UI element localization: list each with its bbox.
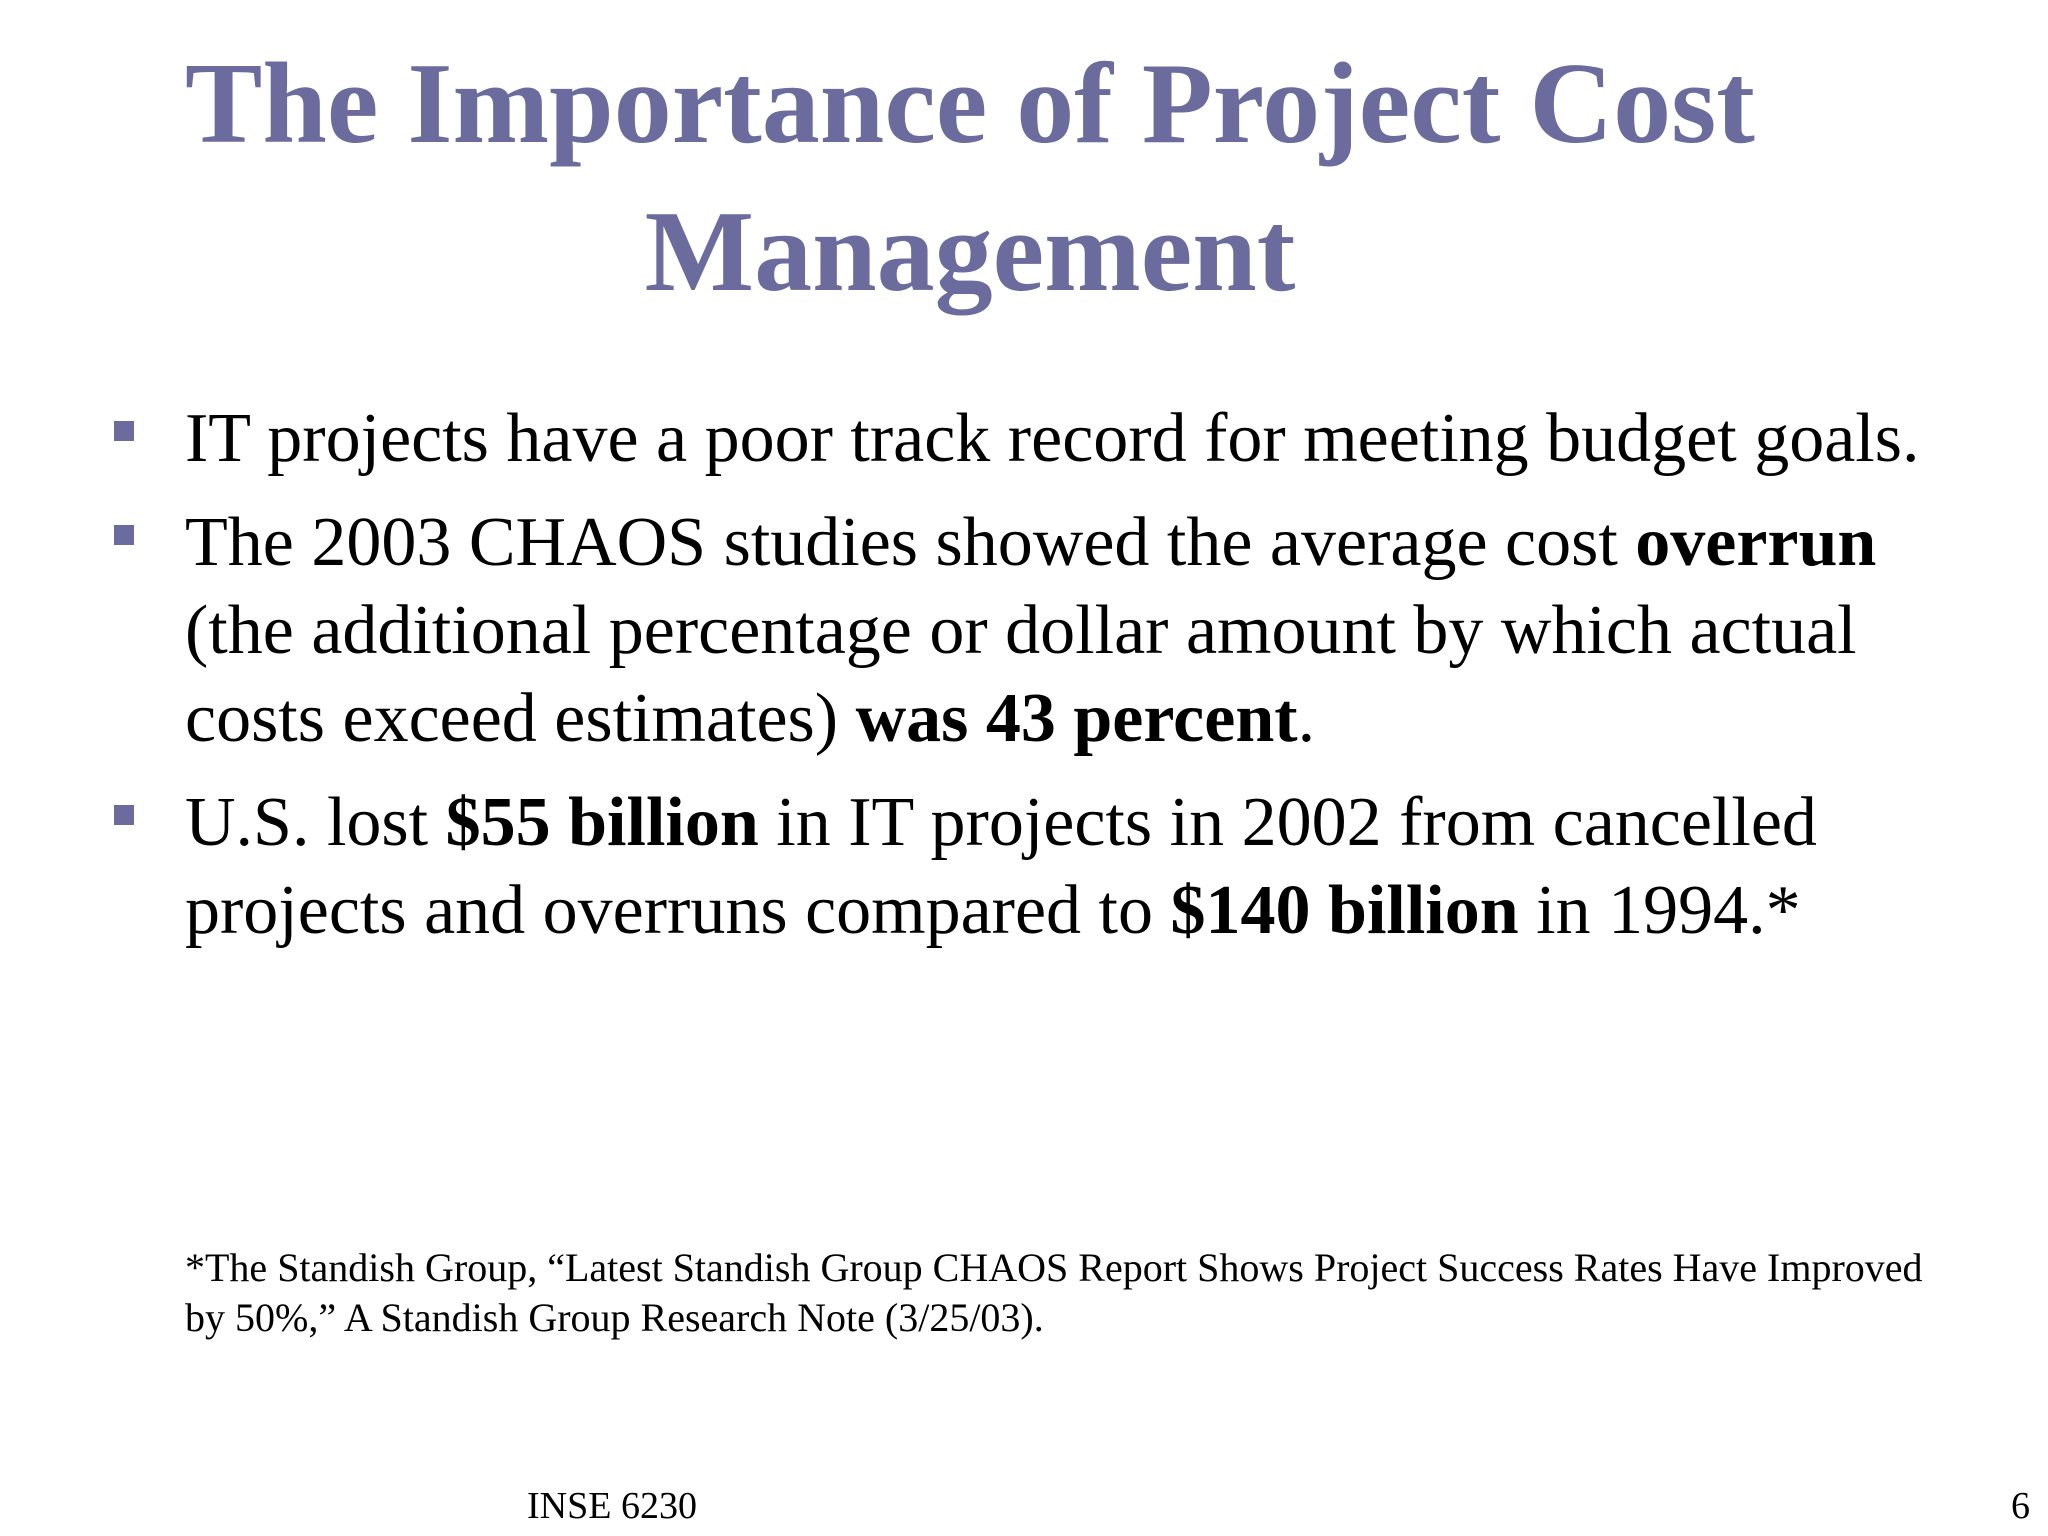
bullet-segment-bold: was 43 percent xyxy=(855,680,1298,757)
bullet-segment: in 1994.* xyxy=(1518,872,1801,949)
bullet-segment-bold: $140 billion xyxy=(1170,872,1519,949)
bullet-text: The 2003 CHAOS studies showed the averag… xyxy=(185,504,1876,757)
bullet-item-1: IT projects have a poor track record for… xyxy=(110,395,1990,483)
bullet-segment: IT projects have a poor track record for… xyxy=(185,400,1920,477)
bullet-segment-bold: overrun xyxy=(1635,504,1877,581)
bullet-list: IT projects have a poor track record for… xyxy=(110,395,1990,971)
square-bullet-icon xyxy=(114,805,134,825)
bullet-item-3: U.S. lost $55 billion in IT projects in … xyxy=(110,779,1990,955)
course-code: INSE 6230 xyxy=(527,1485,697,1527)
bullet-segment: (the additional percentage or dollar amo… xyxy=(185,592,1857,757)
page-number: 6 xyxy=(2011,1485,2030,1527)
slide-title: The Importance of Project Cost Managemen… xyxy=(185,40,1755,316)
bullet-segment-bold: $55 billion xyxy=(445,784,759,861)
bullet-segment: The 2003 CHAOS studies showed the averag… xyxy=(185,504,1636,581)
bullet-item-2: The 2003 CHAOS studies showed the averag… xyxy=(110,499,1990,763)
bullet-text: IT projects have a poor track record for… xyxy=(185,400,1919,477)
bullet-segment: in IT projects in 2002 from cancelled pr… xyxy=(185,784,1817,949)
bullet-segment: . xyxy=(1297,680,1316,757)
square-bullet-icon xyxy=(114,421,134,441)
bullet-segment: U.S. lost xyxy=(185,784,446,861)
bullet-text: U.S. lost $55 billion in IT projects in … xyxy=(185,784,1817,949)
citation-footnote: *The Standish Group, “Latest Standish Gr… xyxy=(185,1245,1923,1340)
square-bullet-icon xyxy=(114,525,134,545)
